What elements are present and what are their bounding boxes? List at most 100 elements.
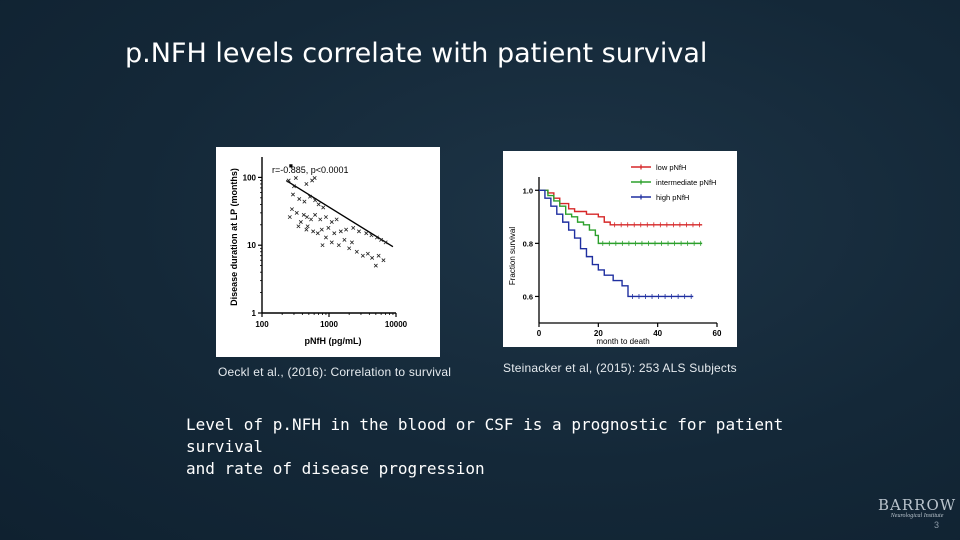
scatter-point — [349, 240, 354, 245]
scatter-point — [338, 229, 343, 234]
y-tick-label: 1 — [252, 309, 257, 318]
scatter-point-marker — [332, 231, 337, 236]
scatter-point-marker — [291, 184, 296, 189]
scatter-point-marker — [336, 243, 341, 248]
scatter-point — [344, 227, 349, 232]
survival-curve-plot: 0 20 40 60 0.6 0.8 1.0 month to death Fraction s… — [508, 163, 722, 346]
scatter-point-marker — [305, 215, 310, 220]
scatter-point — [313, 198, 318, 203]
scatter-point-marker — [289, 164, 293, 168]
scatter-point-marker — [351, 225, 356, 230]
scatter-point-marker — [376, 253, 381, 258]
y-tick-label: 1.0 — [523, 186, 533, 195]
scatter-point-marker — [302, 199, 307, 204]
caption-oeckl: Oeckl et al., (2016): Correlation to sur… — [218, 365, 452, 379]
scatter-point — [360, 253, 365, 258]
scatter-point-marker — [334, 217, 339, 222]
scatter-point — [336, 243, 341, 248]
scatter-point-marker — [304, 227, 309, 232]
scatter-point-marker — [329, 240, 334, 245]
scatter-point-marker — [326, 225, 331, 230]
scatter-point-marker — [349, 240, 354, 245]
slide-title: p.NFH levels correlate with patient surv… — [125, 38, 708, 69]
scatter-point — [342, 237, 347, 242]
scatter-point-marker — [370, 255, 375, 260]
series-line-0 — [539, 189, 703, 226]
survival-curve-panel: 0 20 40 60 0.6 0.8 1.0 month to death Fraction s… — [503, 151, 737, 347]
scatter-point — [329, 220, 334, 224]
scatter-point — [289, 207, 294, 212]
scatter-point — [321, 205, 326, 210]
scatter-point — [369, 233, 374, 238]
scatter-point — [374, 235, 379, 240]
scatter-point-marker — [369, 233, 374, 238]
y-axis-label: Disease duration at LP (months) — [229, 168, 239, 306]
scatter-point-marker — [381, 258, 386, 263]
scatter-point-marker — [344, 227, 349, 232]
y-tick-label: 0.8 — [523, 239, 533, 248]
scatter-point-marker — [320, 243, 325, 248]
y-tick-label: 10 — [247, 241, 256, 250]
scatter-point-marker — [383, 240, 388, 245]
scatter-point-marker — [289, 207, 294, 212]
scatter-point — [364, 231, 369, 236]
scatter-point — [286, 178, 291, 183]
scatter-point — [370, 255, 375, 260]
series-line-2 — [539, 189, 694, 298]
scatter-point-marker — [305, 224, 310, 229]
scatter-point — [309, 217, 314, 222]
scatter-point — [311, 229, 316, 234]
scatter-point — [326, 225, 331, 230]
barrow-logo: BARROW Neurological Institute — [878, 496, 956, 519]
scatter-point-marker — [315, 231, 320, 236]
scatter-point — [347, 246, 352, 251]
scatter-point — [312, 176, 317, 180]
x-tick-label: 60 — [713, 329, 722, 338]
scatter-point — [291, 184, 296, 189]
scatter-point-marker — [354, 249, 359, 254]
scatter-point — [313, 212, 318, 217]
scatter-point-marker — [313, 198, 318, 203]
x-tick-label: 40 — [653, 329, 662, 338]
x-tick-label: 100 — [255, 320, 269, 329]
scatter-point — [304, 181, 309, 186]
y-axis-label: Fraction survival — [508, 227, 517, 285]
scatter-point-marker — [323, 235, 328, 240]
scatter-point-marker — [313, 212, 318, 217]
legend-label: low pNfH — [656, 163, 686, 172]
scatter-point — [373, 263, 378, 268]
caption-steinacker: Steinacker et al, (2015): 253 ALS Subjec… — [503, 361, 737, 375]
scatter-point — [315, 231, 320, 236]
regression-line — [285, 179, 394, 248]
x-tick-label: 0 — [537, 329, 542, 338]
scatter-point — [296, 224, 301, 229]
scatter-point — [381, 258, 386, 263]
summary-line-1: Level of p.NFH in the blood or CSF is a … — [186, 415, 784, 456]
scatter-point — [287, 215, 292, 220]
scatter-point-marker — [293, 176, 298, 180]
scatter-plot: 100 1000 10000 1 10 100 pNfH (pg/mL) Disease du… — [229, 157, 408, 346]
scatter-point — [329, 240, 334, 245]
scatter-point — [323, 235, 328, 240]
scatter-point-marker — [307, 194, 312, 199]
scatter-point — [365, 251, 370, 256]
scatter-point — [379, 237, 384, 242]
scatter-point-marker — [319, 227, 324, 232]
scatter-point-marker — [323, 215, 328, 220]
scatter-point — [305, 224, 310, 229]
legend-label: high pNfH — [656, 193, 689, 202]
scatter-point-marker — [374, 235, 379, 240]
scatter-point-marker — [316, 202, 321, 207]
scatter-point-marker — [301, 212, 306, 217]
series-line-1 — [539, 189, 703, 245]
y-tick-label: 0.6 — [523, 292, 533, 301]
scatter-point-marker — [297, 197, 302, 202]
correlation-annotation: r=-0.885, p<0.0001 — [272, 165, 349, 175]
scatter-point — [376, 253, 381, 258]
scatter-point-marker — [311, 229, 316, 234]
x-axis-label: pNfH (pg/mL) — [305, 336, 362, 346]
scatter-point — [320, 243, 325, 248]
scatter-point — [319, 227, 324, 232]
x-tick-label: 1000 — [320, 320, 338, 329]
scatter-point-marker — [373, 263, 378, 268]
